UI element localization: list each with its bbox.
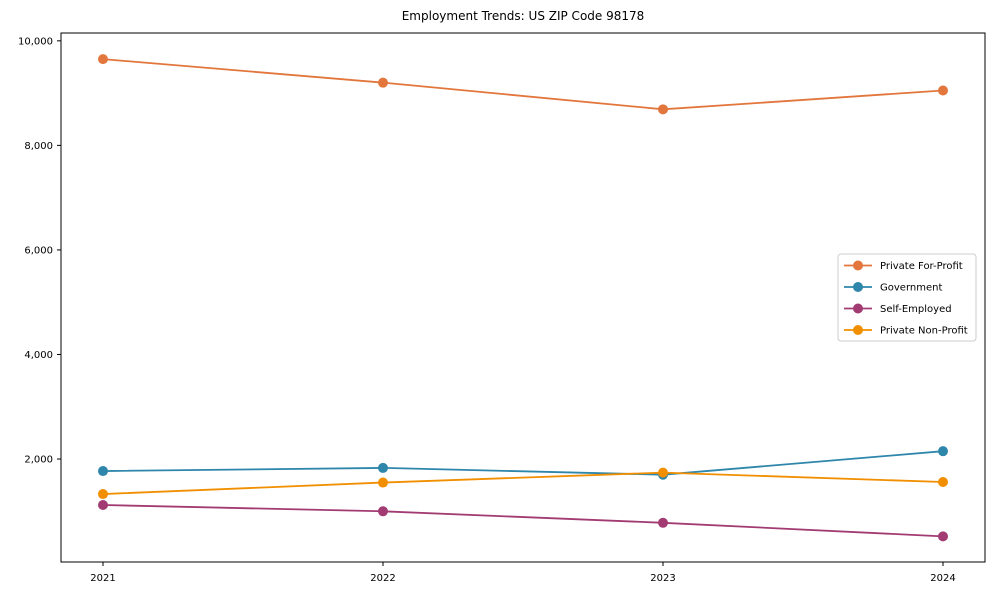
data-point-marker-private-for-profit — [658, 104, 668, 115]
data-point-marker-private-for-profit — [938, 85, 948, 96]
y-tick-label: 4,000 — [24, 350, 53, 361]
legend-marker-government — [853, 282, 863, 292]
legend-label-private-non-profit: Private Non-Profit — [880, 326, 968, 337]
series-line-government — [102, 450, 944, 476]
data-point-marker-self-employed — [938, 531, 948, 542]
legend-label-self-employed: Self-Employed — [880, 304, 952, 315]
legend-label-private-for-profit: Private For-Profit — [880, 261, 963, 272]
legend-marker-self-employed — [853, 303, 863, 314]
x-tick-label: 2021 — [90, 573, 115, 584]
y-tick-label: 8,000 — [24, 141, 53, 152]
legend-marker-private-for-profit — [853, 260, 863, 271]
data-point-marker-self-employed — [658, 517, 668, 528]
series-line-self-employed — [102, 504, 944, 538]
data-point-marker-private-non-profit — [938, 477, 948, 488]
x-tick-label: 2022 — [370, 573, 395, 584]
data-point-marker-self-employed — [378, 506, 388, 517]
chart-title: Employment Trends: US ZIP Code 98178 — [401, 9, 645, 23]
y-tick-label: 6,000 — [24, 245, 53, 256]
data-point-marker-self-employed — [98, 500, 108, 511]
series-line-private-for-profit — [102, 58, 944, 111]
y-tick-label: 10,000 — [18, 36, 53, 47]
data-point-marker-private-non-profit — [378, 477, 388, 488]
legend-marker-private-non-profit — [853, 325, 863, 335]
data-point-marker-government — [938, 446, 948, 457]
data-point-marker-government — [378, 462, 388, 473]
axes-frame — [60, 32, 986, 563]
x-tick-label: 2024 — [930, 573, 955, 584]
data-point-marker-private-non-profit — [98, 489, 108, 500]
legend-box — [837, 253, 977, 342]
data-point-marker-government — [98, 466, 108, 477]
data-point-marker-private-for-profit — [98, 54, 108, 65]
series-line-private-non-profit — [102, 471, 944, 495]
data-point-marker-private-for-profit — [378, 77, 388, 88]
legend-label-government: Government — [880, 283, 942, 294]
data-point-marker-private-non-profit — [658, 467, 668, 478]
y-tick-label: 2,000 — [24, 455, 53, 466]
x-tick-label: 2023 — [650, 573, 675, 584]
